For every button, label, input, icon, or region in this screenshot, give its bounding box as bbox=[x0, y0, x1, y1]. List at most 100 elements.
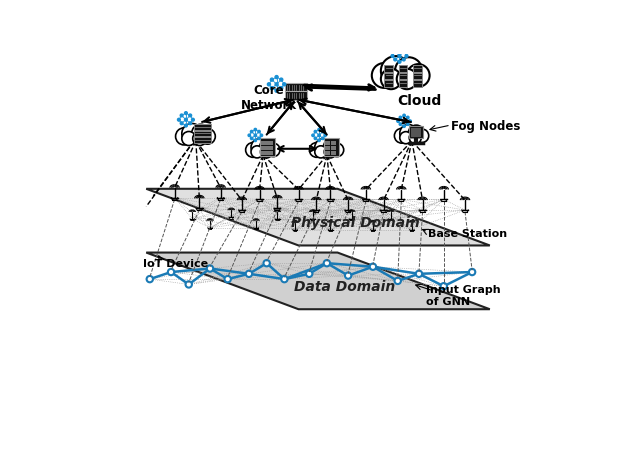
Polygon shape bbox=[146, 253, 490, 309]
Bar bbox=[261, 141, 266, 146]
Circle shape bbox=[403, 115, 406, 118]
Bar bbox=[261, 151, 266, 156]
Bar bbox=[331, 151, 336, 156]
Circle shape bbox=[324, 146, 336, 158]
Circle shape bbox=[314, 131, 316, 134]
Circle shape bbox=[306, 271, 313, 277]
Bar bbox=[193, 138, 211, 144]
Circle shape bbox=[251, 146, 263, 158]
Bar bbox=[413, 66, 422, 73]
Bar bbox=[399, 73, 407, 80]
Polygon shape bbox=[146, 190, 490, 246]
Circle shape bbox=[177, 119, 180, 122]
Circle shape bbox=[394, 278, 401, 285]
Bar bbox=[325, 151, 331, 156]
Circle shape bbox=[310, 143, 324, 158]
Circle shape bbox=[275, 84, 278, 87]
Circle shape bbox=[254, 135, 256, 137]
Circle shape bbox=[441, 283, 447, 290]
Circle shape bbox=[147, 276, 153, 283]
Circle shape bbox=[381, 57, 411, 86]
Circle shape bbox=[251, 140, 268, 157]
Circle shape bbox=[280, 79, 283, 82]
Circle shape bbox=[324, 135, 326, 137]
Circle shape bbox=[403, 126, 406, 128]
Circle shape bbox=[399, 117, 402, 119]
Bar bbox=[413, 73, 422, 80]
Bar bbox=[193, 125, 211, 131]
Circle shape bbox=[283, 84, 286, 87]
Circle shape bbox=[407, 65, 429, 88]
Circle shape bbox=[372, 64, 397, 89]
Bar bbox=[267, 151, 273, 156]
Circle shape bbox=[400, 132, 412, 145]
Circle shape bbox=[207, 266, 213, 272]
Circle shape bbox=[409, 132, 421, 145]
Circle shape bbox=[180, 123, 183, 125]
Bar bbox=[267, 141, 273, 146]
Circle shape bbox=[275, 90, 278, 93]
Circle shape bbox=[407, 123, 409, 126]
Circle shape bbox=[318, 140, 320, 142]
Circle shape bbox=[185, 125, 187, 128]
Circle shape bbox=[407, 117, 409, 119]
Text: Base Station: Base Station bbox=[428, 229, 507, 239]
FancyBboxPatch shape bbox=[285, 92, 306, 101]
Text: Core
Network: Core Network bbox=[240, 84, 296, 112]
Circle shape bbox=[402, 59, 405, 62]
FancyBboxPatch shape bbox=[260, 139, 275, 157]
Circle shape bbox=[402, 51, 405, 54]
Circle shape bbox=[185, 119, 187, 122]
FancyBboxPatch shape bbox=[285, 84, 306, 92]
Circle shape bbox=[415, 130, 429, 143]
Circle shape bbox=[193, 132, 207, 146]
Text: Fog Nodes: Fog Nodes bbox=[451, 119, 520, 132]
Circle shape bbox=[394, 59, 397, 62]
FancyBboxPatch shape bbox=[409, 127, 423, 139]
Circle shape bbox=[345, 273, 351, 279]
Circle shape bbox=[395, 58, 422, 85]
Circle shape bbox=[254, 129, 256, 132]
Circle shape bbox=[275, 76, 278, 79]
Circle shape bbox=[260, 146, 273, 158]
Text: Data Domain: Data Domain bbox=[294, 280, 395, 294]
Circle shape bbox=[258, 138, 260, 140]
Circle shape bbox=[168, 269, 174, 275]
Circle shape bbox=[270, 87, 273, 90]
Bar bbox=[413, 81, 422, 88]
FancyBboxPatch shape bbox=[324, 139, 339, 157]
Bar bbox=[384, 66, 393, 73]
Circle shape bbox=[270, 79, 273, 82]
Circle shape bbox=[260, 140, 276, 156]
Circle shape bbox=[416, 271, 422, 277]
Circle shape bbox=[281, 276, 288, 283]
Circle shape bbox=[246, 271, 252, 277]
Circle shape bbox=[324, 260, 330, 267]
Circle shape bbox=[189, 123, 192, 125]
Circle shape bbox=[469, 269, 475, 275]
Circle shape bbox=[266, 144, 280, 157]
Text: IoT Device: IoT Device bbox=[144, 258, 208, 268]
Circle shape bbox=[318, 129, 320, 132]
Bar bbox=[193, 131, 211, 137]
Circle shape bbox=[192, 119, 194, 122]
Circle shape bbox=[258, 131, 260, 134]
Circle shape bbox=[370, 264, 376, 270]
Bar bbox=[325, 146, 331, 151]
Bar bbox=[399, 66, 407, 73]
Circle shape bbox=[323, 140, 339, 156]
Bar bbox=[331, 146, 336, 151]
Circle shape bbox=[394, 129, 409, 144]
Circle shape bbox=[314, 140, 332, 157]
Circle shape bbox=[180, 115, 183, 118]
Circle shape bbox=[318, 135, 320, 137]
Circle shape bbox=[263, 260, 270, 267]
Bar bbox=[384, 81, 393, 88]
Circle shape bbox=[225, 276, 231, 283]
Circle shape bbox=[381, 70, 401, 90]
Circle shape bbox=[246, 143, 260, 158]
Circle shape bbox=[398, 56, 401, 58]
Circle shape bbox=[250, 131, 253, 134]
Circle shape bbox=[268, 84, 270, 87]
Circle shape bbox=[254, 140, 256, 142]
